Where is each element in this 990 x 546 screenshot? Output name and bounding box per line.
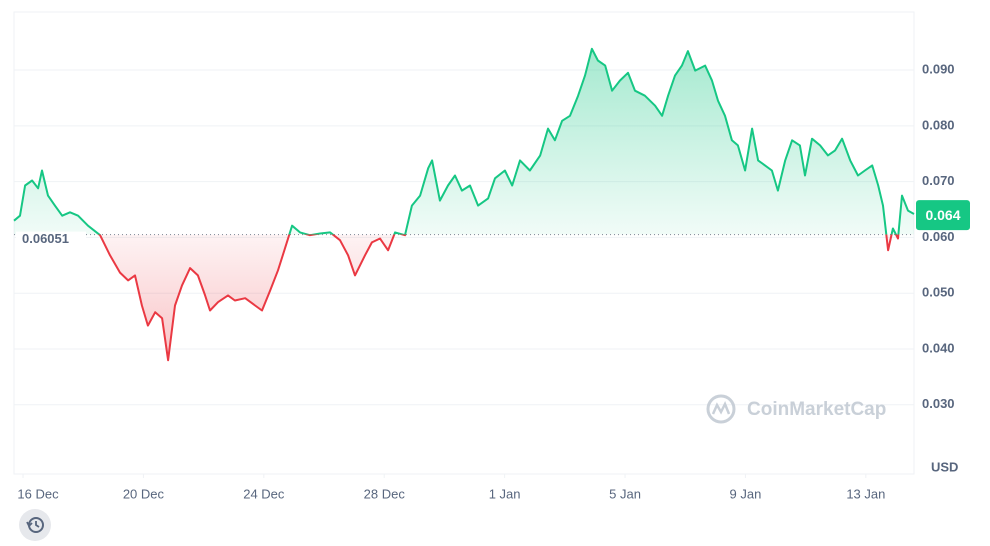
- baseline-label: 0.06051: [22, 231, 69, 246]
- y-tick-label: 0.080: [922, 117, 955, 132]
- history-button[interactable]: [19, 509, 51, 541]
- price-line: [13, 47, 915, 362]
- y-tick-label: 0.050: [922, 285, 955, 300]
- x-tick-label: 9 Jan: [730, 486, 762, 501]
- baseline-label-bg: [16, 231, 86, 248]
- y-tick-label: 0.090: [922, 61, 955, 76]
- watermark: CoinMarketCap: [706, 394, 886, 424]
- x-tick-label: 1 Jan: [489, 486, 521, 501]
- x-tick-label: 24 Dec: [243, 486, 285, 501]
- watermark-text: CoinMarketCap: [747, 399, 886, 420]
- y-tick-label: 0.040: [922, 340, 955, 355]
- price-badge-label: 0.064: [925, 207, 960, 223]
- y-tick-label: 0.060: [922, 229, 955, 244]
- area: [14, 48, 914, 361]
- x-tick-label: 20 Dec: [123, 486, 165, 501]
- currency-label: USD: [931, 459, 958, 474]
- plot-frame: [13, 11, 915, 475]
- x-tick-label: 28 Dec: [364, 486, 406, 501]
- y-tick-label: 0.030: [922, 396, 955, 411]
- x-tick-label: 13 Jan: [846, 486, 885, 501]
- y-tick-label: 0.070: [922, 173, 955, 188]
- x-tick-label: 16 Dec: [17, 486, 59, 501]
- x-tick-label: 5 Jan: [609, 486, 641, 501]
- price-badge: [916, 200, 970, 231]
